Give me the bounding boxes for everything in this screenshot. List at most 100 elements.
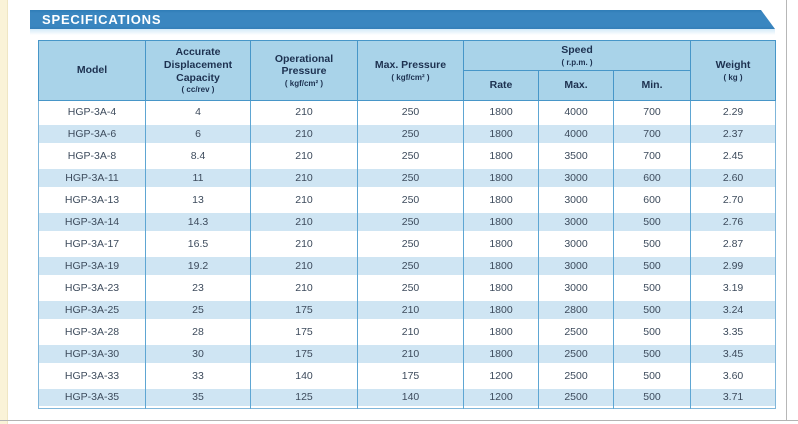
cell-operational_pressure: 210 (250, 144, 358, 167)
cell-operational_pressure: 210 (250, 122, 358, 145)
cell-speed_max: 2500 (538, 320, 614, 343)
cell-speed_max: 3000 (538, 232, 614, 255)
cell-capacity: 16.5 (145, 232, 251, 255)
cell-capacity: 30 (145, 342, 251, 365)
cell-speed_min: 700 (612, 122, 692, 145)
cell-model: HGP-3A-8 (38, 144, 146, 167)
cell-max_pressure: 210 (357, 342, 464, 365)
cell-speed_max: 3000 (538, 188, 614, 211)
cell-weight: 3.71 (690, 386, 777, 409)
cell-max_pressure: 210 (357, 298, 464, 321)
col-header-max-pressure-unit: ( kgf/cm² ) (391, 72, 430, 82)
cell-weight: 3.35 (690, 320, 777, 343)
cell-capacity: 13 (145, 188, 251, 211)
table-row: HGP-3A-14 14.3 210 250 1800 3000 500 2.76 (38, 210, 777, 233)
table-row: HGP-3A-23 23 210 250 1800 3000 500 3.19 (38, 276, 777, 299)
col-header-speed-min: Min. (612, 70, 692, 101)
cell-model: HGP-3A-6 (38, 122, 146, 145)
col-header-speed-rate: Rate (463, 70, 539, 101)
cell-max_pressure: 250 (357, 166, 464, 189)
cell-weight: 2.76 (690, 210, 777, 233)
cell-speed_min: 500 (612, 298, 692, 321)
cell-max_pressure: 250 (357, 254, 464, 277)
cell-operational_pressure: 210 (250, 166, 358, 189)
header-row-speed-sub: Rate Max. Min. (39, 70, 776, 101)
page-scan-bottom-edge (0, 420, 798, 421)
page-scan-left-strip (0, 0, 8, 424)
col-header-capacity: Accurate Displacement Capacity ( cc/rev … (145, 40, 251, 101)
col-header-weight-unit: ( kg ) (723, 72, 743, 82)
cell-speed_max: 2500 (538, 342, 614, 365)
cell-speed_rate: 1800 (463, 232, 539, 255)
cell-speed_rate: 1800 (463, 254, 539, 277)
cell-operational_pressure: 210 (250, 188, 358, 211)
table-row: HGP-3A-11 11 210 250 1800 3000 600 2.60 (38, 166, 777, 189)
table-row: HGP-3A-6 6 210 250 1800 4000 700 2.37 (38, 122, 777, 145)
cell-max_pressure: 250 (357, 144, 464, 167)
table-row: HGP-3A-28 28 175 210 1800 2500 500 3.35 (38, 320, 777, 343)
cell-speed_max: 4000 (538, 122, 614, 145)
cell-speed_rate: 1800 (463, 276, 539, 299)
col-header-weight-label: Weight (715, 58, 751, 71)
cell-operational_pressure: 210 (250, 232, 358, 255)
cell-weight: 2.60 (690, 166, 777, 189)
cell-capacity: 6 (145, 122, 251, 145)
cell-model: HGP-3A-13 (38, 188, 146, 211)
cell-speed_rate: 1800 (463, 122, 539, 145)
cell-model: HGP-3A-35 (38, 386, 146, 409)
table-row: HGP-3A-4 4 210 250 1800 4000 700 2.29 (38, 100, 777, 123)
cell-model: HGP-3A-14 (38, 210, 146, 233)
col-header-speed-label: Speed (561, 43, 593, 56)
col-header-capacity-label: Accurate Displacement Capacity (163, 46, 233, 84)
cell-max_pressure: 250 (357, 100, 464, 123)
cell-speed_max: 2800 (538, 298, 614, 321)
cell-capacity: 23 (145, 276, 251, 299)
cell-model: HGP-3A-17 (38, 232, 146, 255)
col-header-speed-unit: ( r.p.m. ) (561, 57, 593, 67)
cell-speed_min: 700 (612, 100, 692, 123)
cell-weight: 2.45 (690, 144, 777, 167)
cell-speed_min: 500 (612, 342, 692, 365)
table-row: HGP-3A-30 30 175 210 1800 2500 500 3.45 (38, 342, 777, 365)
col-header-model: Model (38, 40, 146, 101)
cell-capacity: 28 (145, 320, 251, 343)
cell-max_pressure: 175 (357, 364, 464, 387)
cell-max_pressure: 210 (357, 320, 464, 343)
table-body: HGP-3A-4 4 210 250 1800 4000 700 2.29 HGP-3A-6 6 2… (38, 100, 777, 409)
cell-model: HGP-3A-33 (38, 364, 146, 387)
cell-max_pressure: 250 (357, 232, 464, 255)
cell-model: HGP-3A-28 (38, 320, 146, 343)
cell-speed_max: 3000 (538, 254, 614, 277)
cell-operational_pressure: 175 (250, 298, 358, 321)
cell-max_pressure: 250 (357, 210, 464, 233)
cell-speed_min: 500 (612, 276, 692, 299)
cell-speed_min: 500 (612, 364, 692, 387)
cell-speed_min: 600 (612, 166, 692, 189)
page-scan-right-edge (786, 0, 787, 421)
cell-speed_min: 700 (612, 144, 692, 167)
col-header-capacity-unit: ( cc/rev ) (181, 85, 215, 95)
col-header-operational-pressure: Operational Pressure ( kgf/cm² ) (250, 40, 358, 101)
cell-model: HGP-3A-25 (38, 298, 146, 321)
col-header-model-label: Model (76, 64, 108, 77)
cell-speed_max: 3000 (538, 166, 614, 189)
cell-speed_rate: 1800 (463, 166, 539, 189)
cell-speed_min: 500 (612, 232, 692, 255)
cell-speed_max: 2500 (538, 386, 614, 409)
cell-operational_pressure: 210 (250, 276, 358, 299)
cell-speed_min: 500 (612, 254, 692, 277)
cell-operational_pressure: 210 (250, 210, 358, 233)
cell-speed_min: 500 (612, 386, 692, 409)
specifications-banner: SPECIFICATIONS (30, 10, 775, 29)
col-header-max-pressure-label: Max. Pressure (374, 58, 447, 71)
specifications-table: Model Accurate Displacement Capacity ( c… (38, 40, 777, 409)
cell-capacity: 19.2 (145, 254, 251, 277)
cell-speed_rate: 1800 (463, 100, 539, 123)
cell-capacity: 4 (145, 100, 251, 123)
col-header-speed-max: Max. (538, 70, 614, 101)
cell-max_pressure: 250 (357, 276, 464, 299)
cell-speed_rate: 1800 (463, 144, 539, 167)
col-header-speed: Speed ( r.p.m. ) (462, 40, 692, 71)
cell-operational_pressure: 140 (250, 364, 358, 387)
cell-model: HGP-3A-23 (38, 276, 146, 299)
